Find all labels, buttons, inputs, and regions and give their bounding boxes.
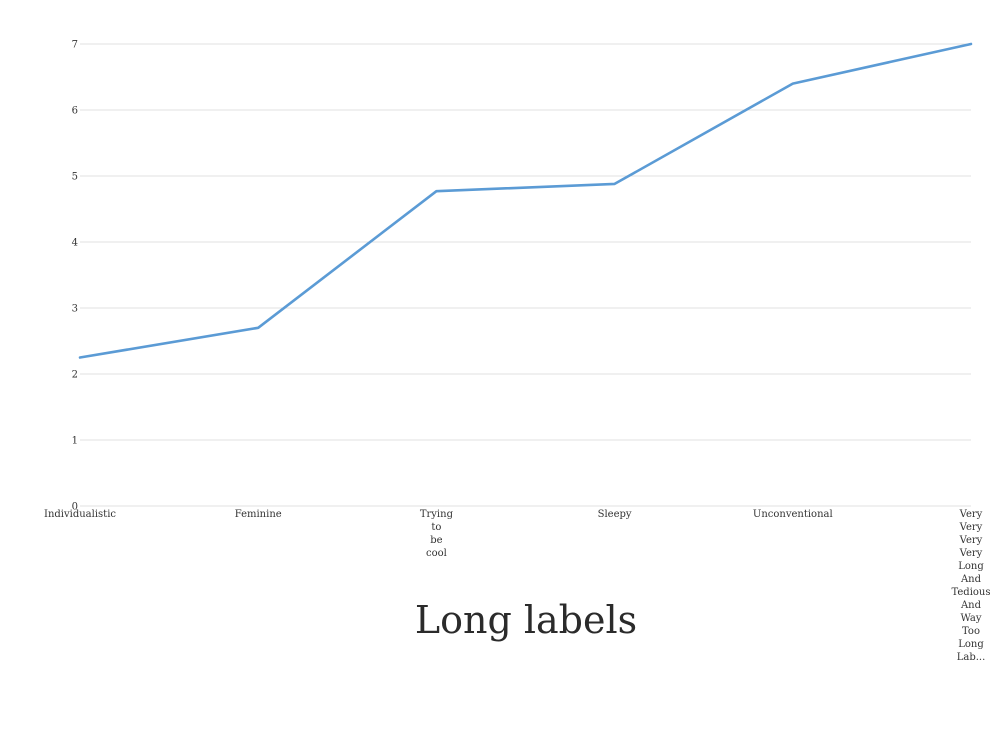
- y-tick-label: 7: [72, 40, 78, 51]
- y-tick-label: 1: [72, 436, 78, 447]
- x-tick-label: Trying to be cool: [420, 509, 454, 559]
- y-tick-label: 3: [72, 304, 78, 315]
- chart-title: Long labels: [414, 598, 638, 642]
- x-tick-label: Sleepy: [598, 509, 632, 520]
- y-tick-label: 6: [72, 106, 78, 117]
- grid-lines: [80, 43, 971, 507]
- x-axis-ticks: Individualistic Feminine Trying to be cool Sle…: [44, 509, 991, 663]
- y-tick-label: 2: [72, 370, 78, 381]
- y-tick-label: 4: [72, 238, 78, 249]
- series-line: [78, 42, 973, 359]
- x-tick-label: Very Very Very Very Long And Tedious And Way Too L…: [951, 509, 990, 663]
- series-layer: [78, 42, 973, 359]
- y-axis-ticks: 0 1 2 3 4 5 6 7: [72, 40, 78, 513]
- x-tick-label: Unconventional: [753, 509, 833, 520]
- y-tick-label: 0: [72, 502, 78, 513]
- x-tick-label: Feminine: [235, 509, 282, 520]
- y-tick-label: 5: [72, 172, 78, 183]
- x-tick-label: Individualistic: [44, 509, 116, 520]
